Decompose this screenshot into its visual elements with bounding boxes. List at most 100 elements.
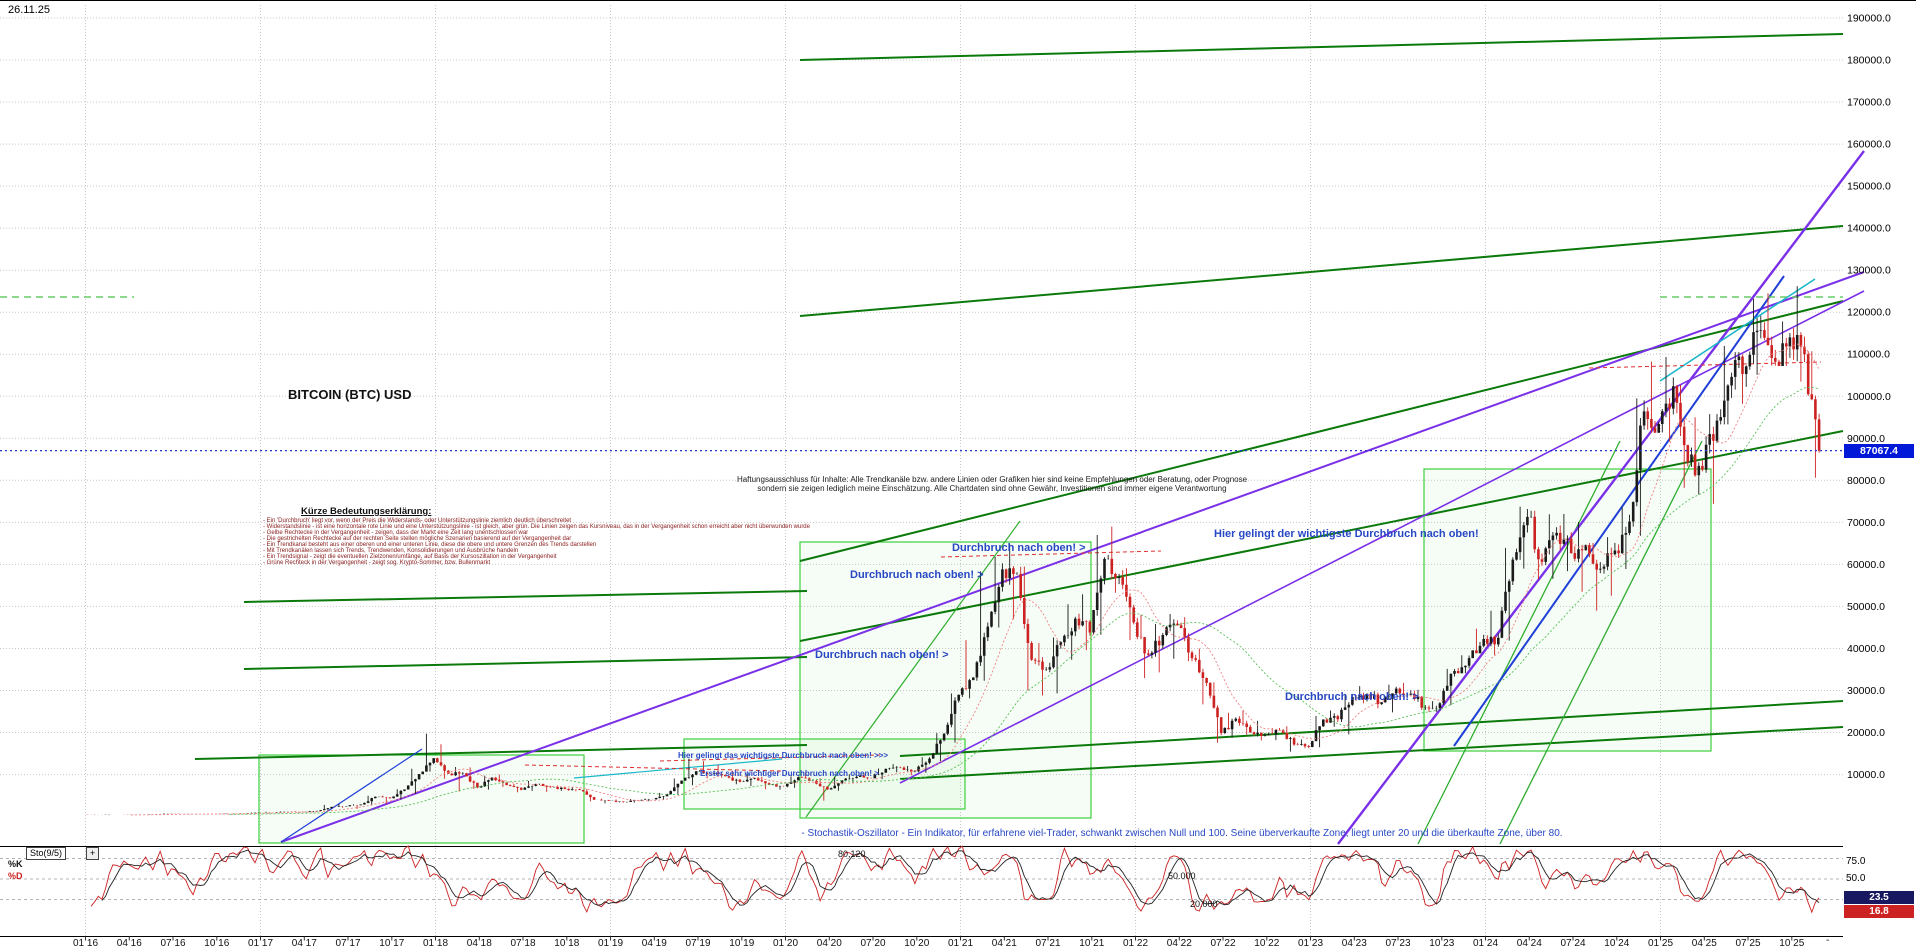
x-axis-label: 01 24 <box>1473 938 1498 949</box>
sto-level-75-label: 75.0 <box>1846 856 1866 867</box>
x-axis-label: 04 19 <box>642 938 667 949</box>
x-axis-label: 04 25 <box>1692 938 1717 949</box>
x-axis-label: 07 21 <box>1035 938 1060 949</box>
disclaimer-line1: Haftungsausschluss für Inhalte: Alle Tre… <box>736 475 1248 484</box>
y-axis-label: 120000.0 <box>1847 307 1891 319</box>
disclaimer: Haftungsausschluss für Inhalte: Alle Tre… <box>712 475 1272 493</box>
x-axis-label: 04 24 <box>1517 938 1542 949</box>
trend-line-green2 <box>1417 440 1621 845</box>
y-axis-label: 50000.0 <box>1847 601 1885 613</box>
x-axis-label: 10 16 <box>204 938 229 949</box>
annotation-text: Hier gelingt das wichtigste Durchbruch n… <box>678 751 889 760</box>
y-axis-label: 170000.0 <box>1847 97 1891 109</box>
trend-line-green <box>899 726 1844 780</box>
x-axis-label: 10 24 <box>1604 938 1629 949</box>
candles-up-bodies <box>104 330 1799 815</box>
trend-line-green <box>799 225 1844 317</box>
trend-line-green <box>899 700 1844 757</box>
trend-line-cyan <box>1659 278 1816 382</box>
x-axis-label: 07 16 <box>160 938 185 949</box>
annotation-text: Erster sehr wichtiger Durchbruch nach ob… <box>700 769 879 778</box>
trend-line-green <box>243 656 808 670</box>
sto-k-label: %K <box>8 859 23 869</box>
x-axis-label: 01 22 <box>1123 938 1148 949</box>
legend-line: - Grüne Rechteck in der Vergangenheit - … <box>263 560 491 566</box>
sto-settings-box[interactable]: + <box>86 847 99 860</box>
trend-line-red <box>940 550 1162 558</box>
trend-line-green2 <box>1499 440 1703 845</box>
x-axis-label: 04 20 <box>817 938 842 949</box>
sto-d-label: %D <box>8 871 23 881</box>
trend-line-blue <box>280 748 423 843</box>
disclaimer-line2: sondern sie zeigen lediglich meine Einsc… <box>757 484 1227 493</box>
annotation-text: Durchbruch nach oben! > <box>1285 691 1419 703</box>
legend-lines: - Ein 'Durchbruch' liegt vor, wenn der P… <box>263 518 810 566</box>
x-axis-label: 07 19 <box>685 938 710 949</box>
x-axis-label: 10 17 <box>379 938 404 949</box>
x-axis-label: 10 23 <box>1429 938 1454 949</box>
legend-line: - Gelbe Rechtecke in der Vergangenheit -… <box>263 530 529 536</box>
x-axis-label: 01 23 <box>1298 938 1323 949</box>
y-axis-label: 110000.0 <box>1847 349 1890 361</box>
legend-line: - Die gestrichelten Rechtecke auf der re… <box>263 536 572 542</box>
y-axis-label: 60000.0 <box>1847 559 1885 571</box>
x-axis-label: 07 22 <box>1210 938 1235 949</box>
x-axis-label: 04 18 <box>467 938 492 949</box>
y-axis-label: 150000.0 <box>1847 181 1891 193</box>
trend-line-violet <box>280 271 1865 843</box>
ma-fast-line <box>131 343 1820 816</box>
trend-line-cyan <box>573 758 783 779</box>
trend-line-red <box>1588 361 1822 369</box>
x-axis-label: 10 18 <box>554 938 579 949</box>
x-axis-label: 10 19 <box>729 938 754 949</box>
breakout-zone-box <box>258 754 585 844</box>
ma-slow-line <box>229 386 1820 815</box>
x-axis-label: 10 25 <box>1779 938 1804 949</box>
y-axis-label: 90000.0 <box>1847 433 1885 445</box>
legend-block: Kürze Bedeutungserklärung: - Ein 'Durchb… <box>263 506 810 566</box>
x-axis-label: 04 16 <box>117 938 142 949</box>
trend-line-green <box>799 33 1844 61</box>
x-axis-label: 04 21 <box>992 938 1017 949</box>
x-axis-label: 07 18 <box>510 938 535 949</box>
sto-note-50: 50.000 <box>1168 871 1196 881</box>
x-axis-label: 01 18 <box>423 938 448 949</box>
x-axis-label: 10 22 <box>1254 938 1279 949</box>
sto-d-line <box>101 849 1820 906</box>
legend-line: - Ein 'Durchbruch' liegt vor, wenn der P… <box>263 518 572 524</box>
sto-note-80: 80,120 <box>838 849 866 859</box>
x-axis-label: 07 24 <box>1560 938 1585 949</box>
x-axis-label: 07 25 <box>1735 938 1760 949</box>
legend-title: Kürze Bedeutungserklärung: <box>301 506 432 517</box>
chart-title: BITCOIN (BTC) USD <box>288 387 412 402</box>
sto-description: - Stochastik-Oszillator - Ein Indikator,… <box>801 828 1563 839</box>
y-axis-label: 190000.0 <box>1847 13 1891 25</box>
x-axis-label: 10 21 <box>1079 938 1104 949</box>
x-axis-label: 04 22 <box>1167 938 1192 949</box>
sto-k-line <box>90 845 1820 914</box>
x-axis-label: 07 23 <box>1385 938 1410 949</box>
grid-lines <box>0 5 1843 936</box>
x-axis-label: 07 20 <box>860 938 885 949</box>
y-axis-label: 20000.0 <box>1847 727 1885 739</box>
sto-level-50-label: 50.0 <box>1846 873 1866 884</box>
annotation-text: Durchbruch nach oben! > <box>815 649 949 661</box>
trend-line-green <box>799 300 1844 562</box>
x-axis-label: 01 25 <box>1648 938 1673 949</box>
date-label: 26.11.25 <box>8 4 51 16</box>
x-axis-label: 01 17 <box>248 938 273 949</box>
y-axis-label: 100000.0 <box>1847 391 1891 403</box>
y-axis-label: 180000.0 <box>1847 55 1891 67</box>
annotation-text: Durchbruch nach oben! > <box>952 542 1086 554</box>
sto-value-badge-k: 23.5 <box>1844 891 1914 904</box>
sto-note-20: 20.000 <box>1190 899 1218 909</box>
sto-indicator-label: Sto(9/5) <box>26 847 67 860</box>
breakout-zone-box <box>1423 468 1712 752</box>
legend-line: - Ein Trendsignal - zeigt die eventuelle… <box>263 554 557 560</box>
x-axis-label: 07 17 <box>335 938 360 949</box>
y-axis-label: 140000.0 <box>1847 223 1891 235</box>
trend-line-green <box>799 430 1844 642</box>
legend-line: - Ein Trendkanal besteht aus einer obere… <box>263 542 597 548</box>
